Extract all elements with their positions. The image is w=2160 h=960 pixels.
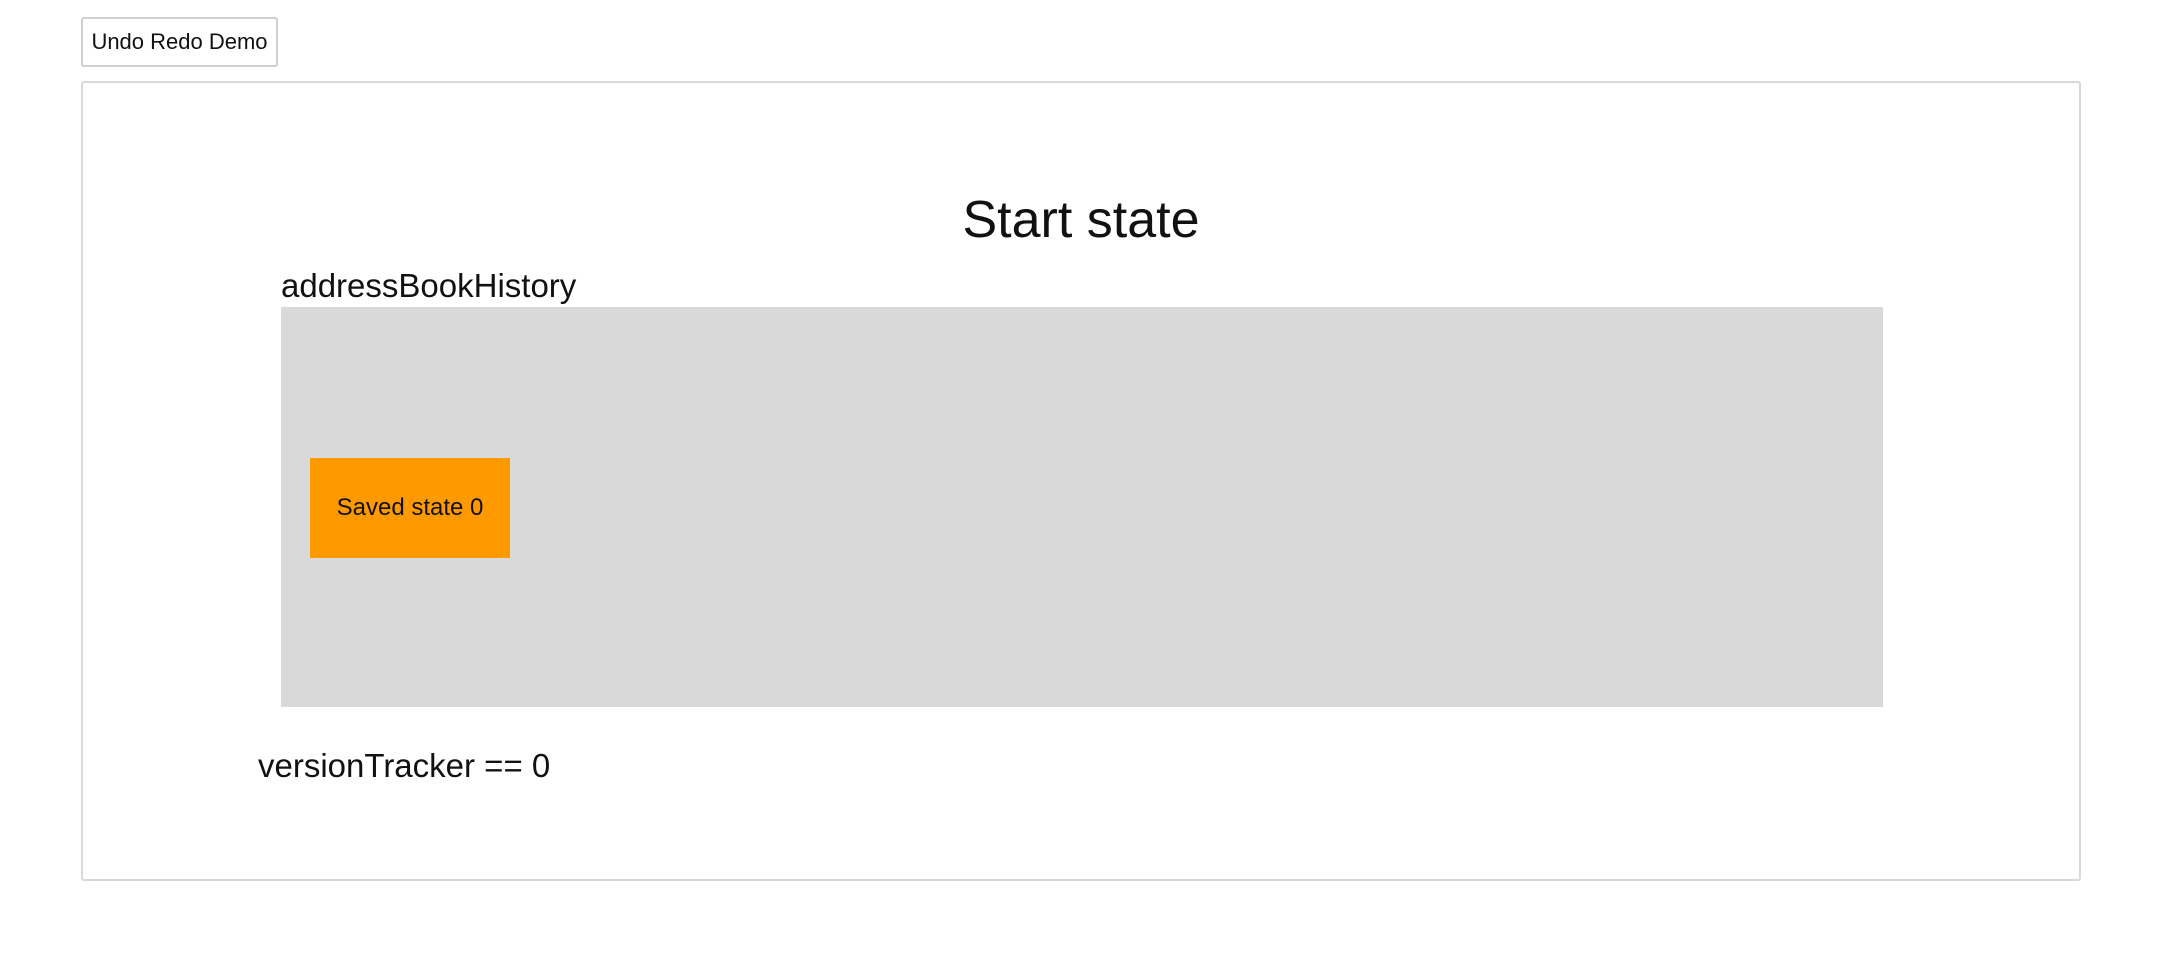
- history-label: addressBookHistory: [281, 267, 577, 304]
- demo-stage: Start state addressBookHistory Saved sta…: [81, 81, 2081, 881]
- undo-redo-demo-button[interactable]: Undo Redo Demo: [81, 17, 278, 67]
- history-panel: Saved state 0: [281, 307, 1883, 707]
- stage-title: Start state: [962, 191, 1200, 249]
- saved-state-box: Saved state 0: [310, 458, 510, 558]
- version-tracker-label: versionTracker == 0: [258, 747, 551, 784]
